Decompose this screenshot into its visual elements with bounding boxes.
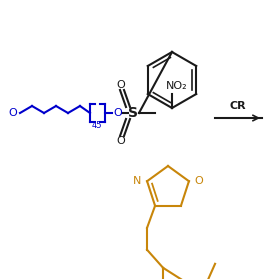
Text: CR: CR xyxy=(230,101,246,111)
Text: O: O xyxy=(117,136,125,146)
Text: O: O xyxy=(113,108,122,118)
Text: O: O xyxy=(194,176,203,186)
Text: N: N xyxy=(133,176,141,186)
Text: O: O xyxy=(8,108,17,118)
Text: 45: 45 xyxy=(92,121,102,131)
Text: O: O xyxy=(117,80,125,90)
Text: S: S xyxy=(128,106,138,120)
Text: NO₂: NO₂ xyxy=(166,81,188,91)
